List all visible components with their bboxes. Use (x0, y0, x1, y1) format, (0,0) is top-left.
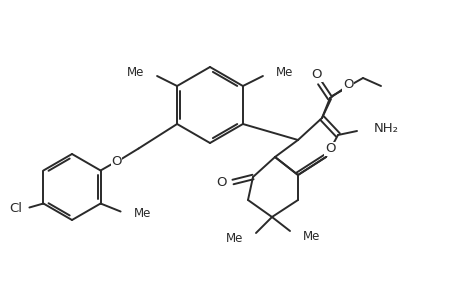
Text: Me: Me (127, 66, 144, 80)
Text: O: O (312, 69, 322, 81)
Text: Me: Me (226, 231, 243, 245)
Text: NH₂: NH₂ (374, 123, 399, 135)
Text: Cl: Cl (9, 202, 23, 215)
Text: O: O (343, 78, 353, 92)
Text: Me: Me (276, 66, 293, 80)
Text: Me: Me (303, 229, 320, 242)
Text: O: O (111, 155, 122, 168)
Text: Me: Me (134, 207, 151, 220)
Text: O: O (217, 177, 227, 189)
Text: O: O (325, 142, 335, 156)
